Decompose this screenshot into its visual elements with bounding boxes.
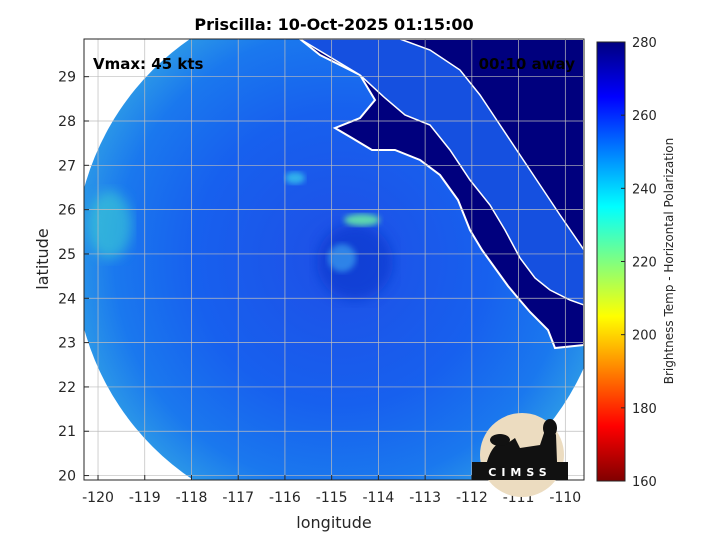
storm-eye xyxy=(328,244,356,272)
cimss-logo: CIMSS xyxy=(472,413,568,497)
y-tick-label: 22 xyxy=(58,380,76,396)
y-tick-label: 25 xyxy=(58,247,76,263)
y-tick-label: 29 xyxy=(58,70,76,86)
y-axis: 20 21 22 23 24 25 26 27 28 29 xyxy=(58,70,89,485)
x-tick-label: -112 xyxy=(456,490,488,506)
gulf-water xyxy=(298,39,584,306)
x-tick-label: -119 xyxy=(129,490,161,506)
colorbar-ticks: 160 180 200 220 240 260 280 xyxy=(621,36,657,490)
x-tick-label: -116 xyxy=(269,490,301,506)
logo-satellite-dish-icon xyxy=(490,434,510,446)
logo-text: CIMSS xyxy=(488,466,551,479)
imagery-layer xyxy=(84,39,584,480)
x-tick-label: -117 xyxy=(222,490,254,506)
chart-title: Priscilla: 10-Oct-2025 01:15:00 xyxy=(194,15,473,34)
x-tick-label: -118 xyxy=(176,490,208,506)
cloud-cell xyxy=(285,172,305,184)
y-tick-label: 23 xyxy=(58,336,76,352)
land-mass xyxy=(300,39,584,348)
x-tick-label: -114 xyxy=(363,490,395,506)
y-tick-label: 26 xyxy=(58,203,76,219)
grid xyxy=(84,39,584,480)
colorbar xyxy=(596,41,626,482)
y-axis-label: latitude xyxy=(33,228,52,289)
y-tick-label: 21 xyxy=(58,424,76,440)
x-tick-label: -110 xyxy=(549,490,581,506)
colorbar-tick-label: 160 xyxy=(632,475,657,490)
x-axis-label: longitude xyxy=(296,513,371,532)
colorbar-tick-label: 240 xyxy=(632,182,657,197)
axes-frame xyxy=(83,38,585,481)
y-tick-label: 24 xyxy=(58,291,76,307)
swath-edge-warm xyxy=(88,191,132,259)
colorbar-tick-label: 260 xyxy=(632,109,657,124)
x-tick-label: -120 xyxy=(82,490,114,506)
x-tick-label: -115 xyxy=(316,490,348,506)
intensity-label: Vmax: 45 kts xyxy=(93,55,203,73)
colorbar-tick-label: 280 xyxy=(632,36,657,51)
colorbar-tick-label: 180 xyxy=(632,402,657,417)
y-tick-label: 27 xyxy=(58,158,76,174)
x-tick-label: -113 xyxy=(409,490,441,506)
logo-banner xyxy=(472,462,568,480)
y-tick-label: 20 xyxy=(58,469,76,485)
logo-water-tower-icon xyxy=(543,419,557,437)
colorbar-tick-label: 220 xyxy=(632,256,657,271)
y-tick-label: 28 xyxy=(58,114,76,130)
colorbar-tick-label: 200 xyxy=(632,329,657,344)
colorbar-label: Brightness Temp - Horizontal Polarizatio… xyxy=(662,138,676,385)
coastline xyxy=(298,39,584,350)
time-offset-label: 00:10 away xyxy=(479,55,576,73)
convection-band xyxy=(344,214,380,226)
